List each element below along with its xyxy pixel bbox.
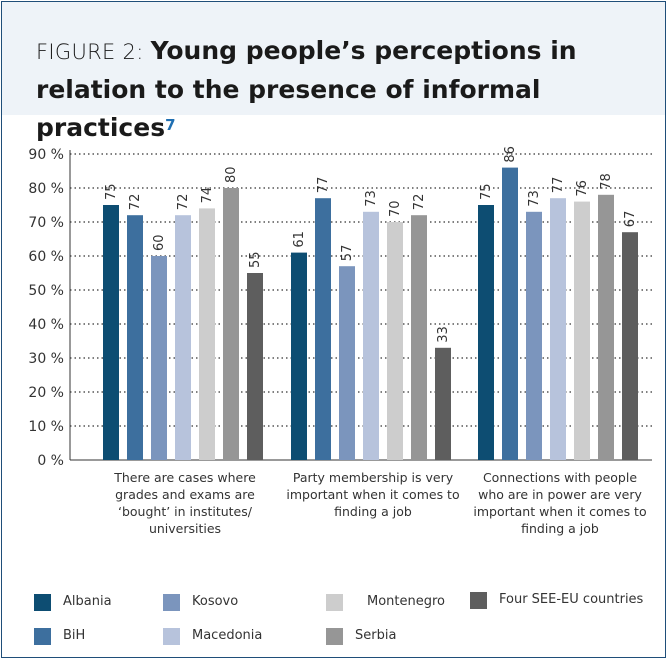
legend-item-montenegro: Montenegro	[326, 593, 445, 611]
data-label: 80	[224, 166, 239, 183]
bar-four-see-eu-countries	[622, 232, 638, 460]
category-label: finding a job	[521, 521, 599, 536]
y-tick-label: 10 %	[28, 419, 64, 435]
bar-albania	[291, 252, 307, 460]
legend-item-kosovo: Kosovo	[163, 593, 238, 611]
category-label: grades and exams are	[115, 487, 255, 502]
data-label: 70	[388, 200, 403, 217]
legend-swatch	[326, 627, 343, 645]
bar-macedonia	[175, 215, 191, 460]
y-tick-label: 70 %	[28, 215, 64, 231]
legend-item-four-see-eu-countries: Four SEE-EU countries	[470, 591, 643, 609]
legend-label: Albania	[63, 594, 112, 609]
figure-header	[2, 2, 665, 115]
legend-label: Macedonia	[192, 628, 263, 643]
bar-macedonia	[363, 211, 379, 460]
legend-label: Serbia	[355, 628, 397, 643]
legend-item-serbia: Serbia	[326, 627, 396, 645]
bar-montenegro	[574, 201, 590, 460]
legend-label: Kosovo	[192, 594, 239, 609]
bar-kosovo	[151, 256, 167, 460]
data-label: 75	[479, 183, 494, 200]
data-label: 60	[152, 234, 167, 251]
bar-bih	[502, 167, 518, 460]
data-label: 78	[599, 173, 614, 190]
legend-swatch	[34, 593, 51, 611]
y-tick-label: 30 %	[28, 351, 64, 367]
legend-item-albania: Albania	[34, 593, 112, 611]
bar-bih	[127, 215, 143, 460]
data-label: 72	[412, 194, 427, 211]
bar-montenegro	[387, 222, 403, 460]
data-label: 57	[340, 245, 355, 262]
bar-kosovo	[339, 266, 355, 460]
legend-swatch	[163, 627, 180, 645]
data-label: 76	[575, 180, 590, 197]
y-tick-label: 90 %	[28, 147, 64, 163]
data-label: 72	[176, 194, 191, 211]
data-label: 73	[364, 190, 379, 207]
y-tick-label: 80 %	[28, 181, 64, 197]
data-label: 72	[128, 194, 143, 211]
bar-montenegro	[199, 208, 215, 460]
bar-four-see-eu-countries	[247, 273, 263, 460]
data-label: 74	[200, 187, 215, 204]
bar-bih	[315, 198, 331, 460]
legend-label: BiH	[63, 628, 86, 643]
category-label: who are in power are very	[478, 487, 642, 502]
bar-four-see-eu-countries	[435, 347, 451, 460]
figure-prefix: FIGURE 2:	[36, 40, 151, 64]
category-label: universities	[149, 521, 221, 536]
data-label: 33	[436, 326, 451, 343]
category-label: There are cases where	[113, 470, 256, 485]
figure-footnote: 7	[165, 116, 176, 134]
y-tick-label: 0 %	[37, 453, 64, 469]
bar-serbia	[598, 194, 614, 461]
category-label: Party membership is very	[293, 470, 454, 485]
category-label: finding a job	[334, 504, 412, 519]
y-tick-label: 60 %	[28, 249, 64, 265]
data-label: 73	[527, 190, 542, 207]
bar-serbia	[411, 215, 427, 460]
y-tick-label: 20 %	[28, 385, 64, 401]
legend-label: Four SEE-EU countries	[499, 592, 644, 607]
category-label: important when it comes to	[286, 487, 459, 502]
y-tick-label: 40 %	[28, 317, 64, 333]
legend-item-bih: BiH	[34, 627, 85, 645]
legend-swatch	[470, 591, 487, 609]
data-label: 86	[503, 146, 518, 163]
category-label: important when it comes to	[473, 504, 646, 519]
bar-albania	[478, 205, 494, 460]
figure-title: FIGURE 2: Young people’s perceptions in …	[36, 32, 646, 147]
legend-item-macedonia: Macedonia	[163, 627, 262, 645]
legend-swatch	[163, 593, 180, 611]
y-tick-label: 50 %	[28, 283, 64, 299]
legend-label: Montenegro	[367, 594, 446, 609]
bar-albania	[103, 205, 119, 460]
bar-macedonia	[550, 198, 566, 460]
category-label: ‘bought’ in institutes/	[118, 504, 253, 519]
data-label: 61	[292, 231, 307, 248]
bar-serbia	[223, 188, 239, 460]
data-label: 77	[551, 177, 566, 194]
bar-kosovo	[526, 211, 542, 460]
legend-swatch	[34, 627, 51, 645]
data-label: 55	[248, 251, 263, 268]
category-label: Connections with people	[483, 470, 637, 485]
figure-title-text: Young people’s perceptions in relation t…	[36, 36, 577, 142]
data-label: 77	[316, 177, 331, 194]
legend-swatch	[326, 593, 343, 611]
data-label: 75	[104, 183, 119, 200]
data-label: 67	[623, 211, 638, 228]
